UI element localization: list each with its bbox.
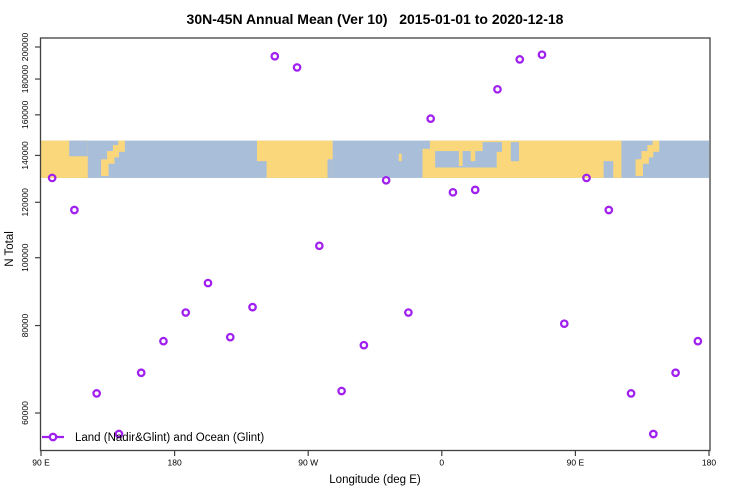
y-tick-label: 120000 (20, 188, 30, 217)
x-tick-label: 90 W (298, 458, 318, 468)
data-point (604, 205, 614, 215)
data-point (92, 389, 102, 398)
x-axis-label: Longitude (deg E) (329, 474, 421, 486)
chart-title: 30N-45N Annual Mean (Ver 10) 2015-01-01 … (186, 11, 564, 27)
data-point (203, 278, 213, 288)
y-tick-label: 160000 (20, 100, 30, 129)
map-land-north-america (256, 140, 333, 178)
map-land-hokkaido2 (652, 140, 660, 152)
map-land-japan-sw (101, 159, 109, 177)
map-land-japan2-mid (641, 151, 649, 164)
y-tick-label: 100000 (20, 243, 30, 272)
data-point (292, 63, 302, 72)
map-sea-bay-of-biscay (422, 140, 430, 149)
map-sea-pacific-bite (256, 161, 267, 178)
data-point (470, 185, 480, 195)
data-point (448, 187, 458, 197)
map-land-japan-mid (107, 151, 115, 164)
data-point (515, 55, 525, 64)
x-tick-label: 180 (702, 458, 716, 468)
map-land-japan2-sw (635, 159, 643, 177)
x-tick-label: 0 (439, 458, 444, 468)
map-land-greece (470, 148, 476, 162)
y-tick-label: 200000 (20, 33, 30, 62)
data-point (493, 84, 502, 94)
map-land-italy (458, 147, 463, 167)
y-tick-label: 80000 (20, 313, 30, 337)
data-point (337, 386, 346, 396)
map-sea-yellow-sea (603, 161, 614, 178)
y-axis-label: N Total (4, 231, 16, 267)
map-sea-sea-of-japan-west (69, 140, 88, 157)
data-point (136, 368, 146, 378)
data-point (225, 332, 235, 342)
x-tick-label: 180 (168, 458, 182, 468)
map-sea-atlantic-bite (327, 159, 333, 178)
data-point (537, 50, 547, 60)
x-tick-label: 90 E (567, 458, 585, 468)
data-point (582, 173, 591, 183)
map-sea-black-sea (482, 142, 502, 152)
data-point (270, 51, 280, 61)
map-land-japan2-ne (647, 145, 654, 158)
data-point (381, 175, 391, 185)
plot-border (39, 37, 711, 452)
data-point (159, 336, 168, 346)
data-point (648, 429, 658, 439)
y-tick-label: 180000 (20, 65, 30, 94)
data-point (404, 308, 413, 317)
data-point (426, 114, 436, 124)
data-point (626, 389, 636, 398)
data-point (559, 319, 569, 329)
data-point (47, 173, 57, 183)
map-sea-mediterranean (435, 151, 497, 168)
legend-marker-circle (48, 432, 58, 442)
map-land-azores (398, 153, 402, 162)
legend-label: Land (Nadir&Glint) and Ocean (Glint) (75, 432, 264, 444)
data-point (671, 368, 680, 378)
data-point (693, 336, 703, 346)
data-point (359, 340, 369, 350)
data-point (314, 241, 324, 251)
data-point (248, 302, 257, 312)
data-point (70, 205, 79, 215)
map-sea-caspian-sea (510, 142, 519, 162)
map-land-japan-ne (112, 145, 119, 158)
data-point (181, 308, 191, 317)
data-point (114, 429, 124, 439)
map-land-hokkaido (118, 140, 125, 152)
x-tick-label: 90 E (32, 458, 50, 468)
y-tick-label: 60000 (20, 401, 30, 425)
y-tick-label: 140000 (20, 141, 30, 170)
